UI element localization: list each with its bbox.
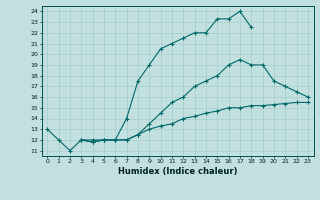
X-axis label: Humidex (Indice chaleur): Humidex (Indice chaleur) — [118, 167, 237, 176]
